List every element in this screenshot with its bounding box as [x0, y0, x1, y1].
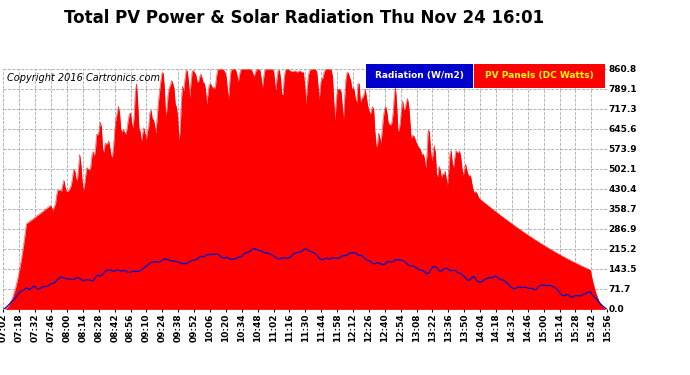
Text: Radiation (W/m2): Radiation (W/m2) [375, 72, 464, 81]
Text: 215.2: 215.2 [609, 245, 637, 254]
Text: 789.1: 789.1 [609, 85, 637, 94]
Text: 502.1: 502.1 [609, 165, 637, 174]
Text: 71.7: 71.7 [609, 285, 631, 294]
Text: 286.9: 286.9 [609, 225, 637, 234]
Text: 143.5: 143.5 [609, 265, 637, 274]
Text: 0.0: 0.0 [609, 305, 624, 314]
Text: Total PV Power & Solar Radiation Thu Nov 24 16:01: Total PV Power & Solar Radiation Thu Nov… [63, 9, 544, 27]
Text: 717.3: 717.3 [609, 105, 637, 114]
Text: PV Panels (DC Watts): PV Panels (DC Watts) [485, 72, 594, 81]
Text: 645.6: 645.6 [609, 125, 637, 134]
Text: Copyright 2016 Cartronics.com: Copyright 2016 Cartronics.com [7, 73, 160, 83]
Text: 430.4: 430.4 [609, 185, 637, 194]
Text: 573.9: 573.9 [609, 145, 637, 154]
Text: 358.7: 358.7 [609, 205, 637, 214]
Text: 860.8: 860.8 [609, 65, 637, 74]
